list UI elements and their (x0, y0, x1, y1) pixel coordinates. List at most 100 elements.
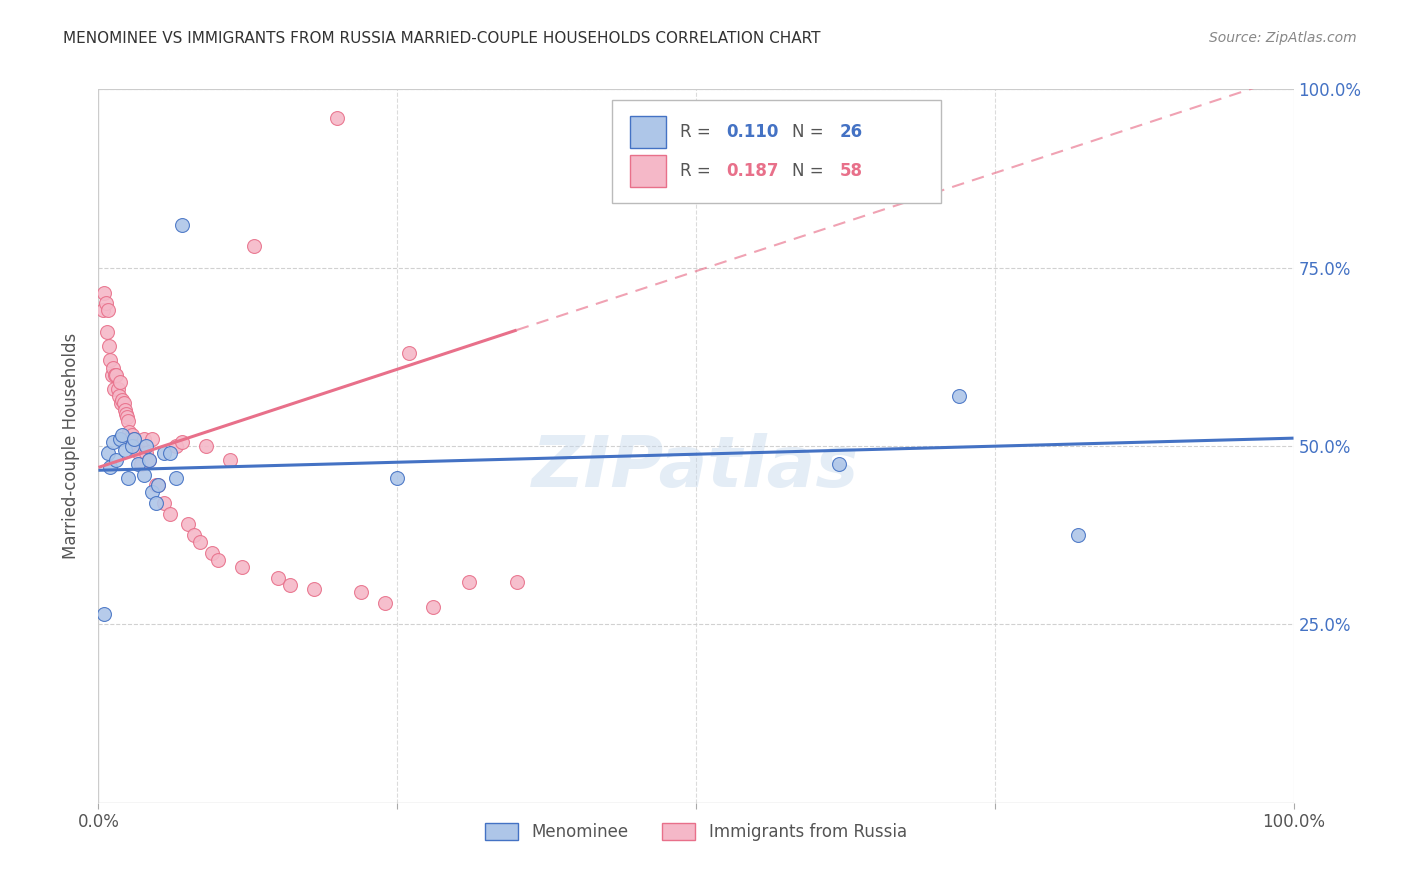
Point (124, 432, 146, 446)
Point (114, 403, 136, 417)
Point (201, 546, 224, 560)
FancyBboxPatch shape (630, 155, 666, 187)
Point (188, 535, 211, 549)
Point (458, 574, 481, 589)
Point (506, 574, 529, 589)
Point (267, 571, 290, 585)
Point (165, 471, 187, 485)
Point (177, 517, 200, 532)
Point (111, 428, 134, 442)
Point (1067, 528, 1090, 542)
Point (94, 296, 117, 310)
FancyBboxPatch shape (613, 100, 941, 203)
Point (93, 607, 115, 621)
Point (195, 439, 218, 453)
Point (135, 446, 157, 460)
Point (231, 560, 253, 574)
Point (128, 446, 150, 460)
Point (138, 453, 160, 467)
Point (172, 435, 194, 450)
Point (243, 239, 266, 253)
Point (278, 578, 301, 592)
Point (135, 439, 157, 453)
Point (103, 382, 125, 396)
Point (183, 528, 205, 542)
Point (91, 303, 114, 318)
Point (108, 432, 131, 446)
Point (97, 446, 120, 460)
Text: 58: 58 (839, 162, 862, 180)
Point (121, 428, 143, 442)
Point (117, 414, 139, 428)
Point (107, 382, 129, 396)
Point (104, 368, 127, 382)
Y-axis label: Married-couple Households: Married-couple Households (62, 333, 80, 559)
Point (828, 457, 851, 471)
Text: 0.187: 0.187 (725, 162, 779, 180)
Point (98, 460, 122, 475)
Point (153, 496, 176, 510)
Point (110, 396, 132, 410)
Point (385, 471, 409, 485)
FancyBboxPatch shape (630, 116, 666, 148)
Point (302, 582, 325, 596)
Point (141, 485, 163, 500)
Point (153, 446, 176, 460)
Point (165, 439, 187, 453)
Point (127, 457, 149, 471)
Point (121, 439, 143, 453)
Point (101, 435, 124, 450)
Text: N =: N = (792, 123, 828, 141)
Point (96, 325, 118, 339)
Point (97, 303, 120, 318)
Point (138, 453, 160, 467)
Point (124, 432, 146, 446)
Point (100, 368, 122, 382)
Text: Source: ZipAtlas.com: Source: ZipAtlas.com (1209, 31, 1357, 45)
Point (207, 553, 229, 567)
Text: R =: R = (681, 123, 717, 141)
Point (105, 368, 128, 382)
Point (159, 446, 181, 460)
Text: R =: R = (681, 162, 717, 180)
Point (101, 360, 124, 375)
Point (120, 432, 142, 446)
Point (148, 478, 170, 492)
Point (115, 410, 138, 425)
Text: ZIPatlas: ZIPatlas (533, 433, 859, 502)
Point (350, 585, 373, 599)
Point (111, 392, 134, 407)
Point (112, 396, 135, 410)
Point (114, 442, 136, 457)
Point (374, 596, 396, 610)
Point (159, 507, 181, 521)
Point (93, 285, 115, 300)
Point (326, 111, 349, 125)
Point (98, 353, 122, 368)
Point (132, 467, 155, 482)
Text: 0.110: 0.110 (725, 123, 779, 141)
Point (948, 389, 970, 403)
Point (145, 478, 167, 492)
Point (398, 346, 420, 360)
Point (98, 339, 121, 353)
Point (118, 425, 141, 439)
Point (107, 389, 129, 403)
Point (132, 432, 155, 446)
Point (172, 218, 194, 232)
Text: MENOMINEE VS IMMIGRANTS FROM RUSSIA MARRIED-COUPLE HOUSEHOLDS CORRELATION CHART: MENOMINEE VS IMMIGRANTS FROM RUSSIA MARR… (63, 31, 821, 46)
Point (125, 439, 148, 453)
Text: N =: N = (792, 162, 828, 180)
Point (115, 407, 138, 421)
Point (131, 457, 153, 471)
Point (117, 471, 139, 485)
Point (141, 432, 163, 446)
Legend: Menominee, Immigrants from Russia: Menominee, Immigrants from Russia (478, 816, 914, 848)
Point (108, 375, 131, 389)
Text: 26: 26 (839, 123, 862, 141)
Point (105, 453, 128, 467)
Point (219, 453, 242, 467)
Point (145, 496, 167, 510)
Point (148, 478, 170, 492)
Point (422, 599, 444, 614)
